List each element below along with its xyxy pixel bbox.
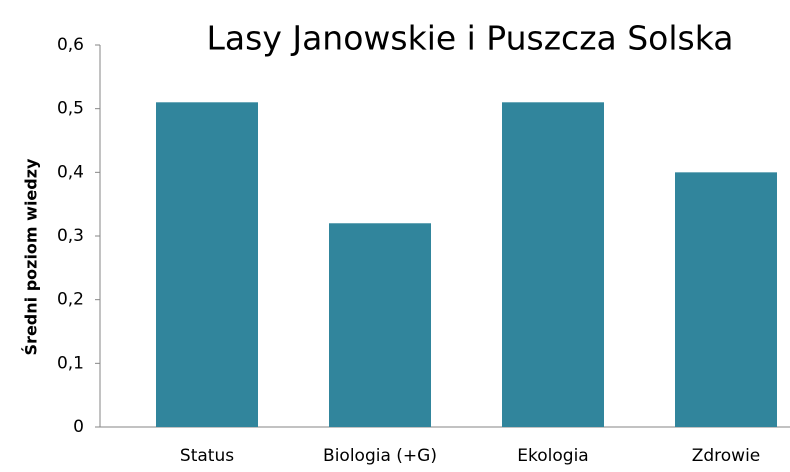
x-tick-label: Status bbox=[180, 446, 234, 466]
x-tick-label: Ekologia bbox=[517, 446, 588, 466]
y-tick-label: 0,5 bbox=[57, 99, 84, 119]
y-tick-label: 0 bbox=[73, 417, 84, 437]
bar bbox=[502, 102, 604, 428]
bar bbox=[675, 172, 777, 427]
chart-title: Lasy Janowskie i Puszcza Solska bbox=[207, 19, 734, 58]
y-tick-label: 0,6 bbox=[57, 35, 84, 55]
y-tick-label: 0,3 bbox=[57, 226, 84, 246]
bar bbox=[156, 102, 258, 428]
x-tick-label: Zdrowie bbox=[692, 446, 761, 466]
bar bbox=[329, 223, 431, 427]
y-tick-label: 0,2 bbox=[57, 290, 84, 310]
x-tick-label: Biologia (+G) bbox=[323, 446, 437, 466]
y-tick-label: 0,4 bbox=[57, 162, 84, 182]
y-axis-label: Średni poziom wiedzy bbox=[22, 158, 41, 356]
y-tick-label: 0,1 bbox=[57, 353, 84, 373]
